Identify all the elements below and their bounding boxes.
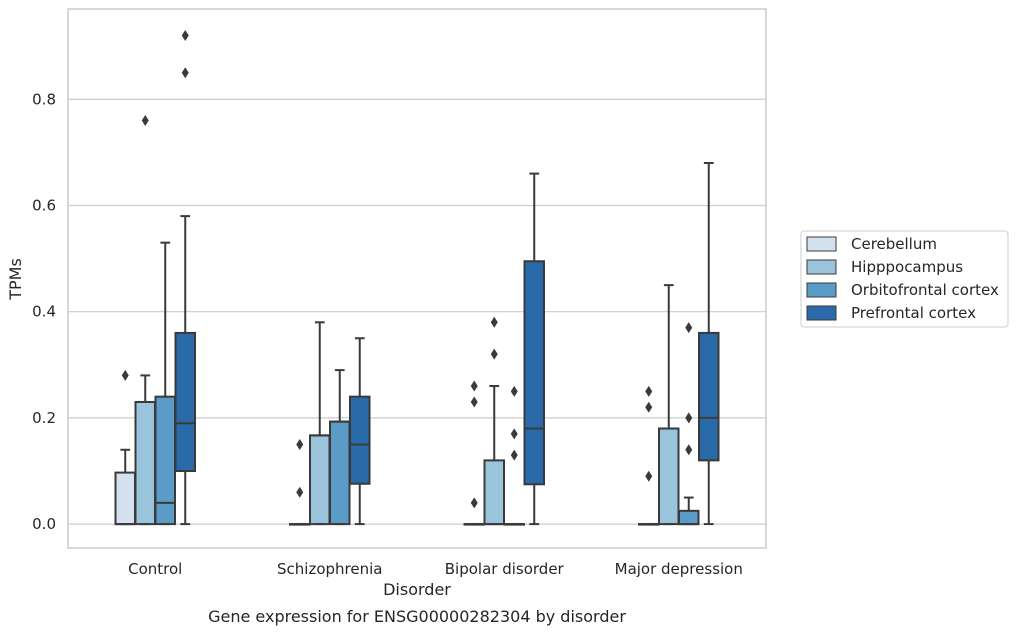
box-body bbox=[329, 420, 351, 526]
outlier-point bbox=[510, 449, 518, 461]
box-hipppocampus bbox=[483, 316, 505, 526]
legend-label: Prefrontal cortex bbox=[851, 304, 976, 322]
plot-frame bbox=[67, 8, 767, 549]
outlier-point bbox=[645, 401, 653, 413]
y-tick-label: 0.8 bbox=[32, 90, 56, 108]
box-body bbox=[483, 459, 505, 526]
y-tick-label: 0.6 bbox=[32, 196, 56, 214]
legend-label: Cerebellum bbox=[851, 235, 937, 253]
box-cerebellum bbox=[463, 380, 485, 526]
outlier-point bbox=[470, 380, 478, 392]
outlier-point bbox=[510, 428, 518, 440]
box-cerebellum bbox=[114, 369, 136, 526]
legend-swatch bbox=[806, 236, 837, 252]
x-tick-label: Control bbox=[128, 560, 182, 578]
box-body bbox=[114, 471, 136, 526]
box-prefrontal-cortex bbox=[174, 30, 196, 526]
outlier-point bbox=[181, 30, 189, 42]
box-body bbox=[174, 331, 196, 472]
outlier-point bbox=[470, 396, 478, 408]
legend-swatch bbox=[806, 305, 837, 321]
box-orbitofrontal-cortex bbox=[329, 369, 351, 526]
box-cerebellum bbox=[638, 385, 660, 526]
y-axis-title: TPMs bbox=[6, 258, 25, 301]
box-prefrontal-cortex bbox=[523, 172, 545, 526]
x-tick-labels: Control Schizophrenia Bipolar disorder Majo… bbox=[128, 560, 743, 578]
box-prefrontal-cortex bbox=[349, 337, 371, 526]
x-axis-title: Disorder bbox=[383, 580, 451, 599]
box-body bbox=[658, 427, 680, 526]
box-body bbox=[349, 395, 371, 485]
x-tick-label: Bipolar disorder bbox=[445, 560, 565, 578]
outlier-point bbox=[510, 385, 518, 397]
outlier-point bbox=[490, 348, 498, 360]
y-tick-label: 0.2 bbox=[32, 409, 56, 427]
legend-items: Cerebellum Hipppocampus Orbitofrontal cort… bbox=[806, 235, 999, 322]
outlier-point bbox=[296, 438, 304, 450]
box-hipppocampus bbox=[309, 321, 331, 526]
box-orbitofrontal-cortex bbox=[503, 385, 525, 526]
x-tick-label: Major depression bbox=[615, 560, 743, 578]
outlier-point bbox=[645, 385, 653, 397]
box-body bbox=[523, 260, 545, 486]
box-hipppocampus bbox=[658, 284, 680, 526]
box-cerebellum bbox=[289, 438, 311, 526]
box-body bbox=[309, 434, 331, 526]
y-tick-labels: 0.0 0.2 0.4 0.6 0.8 bbox=[32, 90, 56, 533]
box-orbitofrontal-cortex bbox=[154, 241, 176, 526]
outlier-point bbox=[181, 67, 189, 79]
outlier-point bbox=[141, 115, 149, 127]
y-tick-label: 0.4 bbox=[32, 303, 56, 321]
legend-label: Hipppocampus bbox=[851, 258, 963, 276]
box-body bbox=[154, 395, 176, 526]
outlier-point bbox=[490, 316, 498, 328]
legend-label: Orbitofrontal cortex bbox=[851, 281, 999, 299]
outlier-point bbox=[645, 470, 653, 482]
outlier-point bbox=[685, 444, 693, 456]
outlier-point bbox=[685, 412, 693, 424]
box-prefrontal-cortex bbox=[698, 162, 720, 526]
box-orbitofrontal-cortex bbox=[678, 322, 700, 526]
legend-swatch bbox=[806, 282, 837, 298]
outlier-point bbox=[121, 369, 129, 381]
legend-frame bbox=[800, 230, 1009, 328]
x-tick-label: Schizophrenia bbox=[277, 560, 382, 578]
box-body bbox=[134, 400, 156, 526]
y-tick-label: 0.0 bbox=[32, 515, 56, 533]
legend: Cerebellum Hipppocampus Orbitofrontal cort… bbox=[800, 230, 1009, 328]
box-body bbox=[698, 331, 720, 462]
legend-swatch bbox=[806, 259, 837, 275]
figure-caption: Gene expression for ENSG00000282304 by d… bbox=[208, 607, 626, 626]
outlier-point bbox=[470, 497, 478, 509]
box-layer bbox=[114, 30, 720, 526]
box-body bbox=[678, 509, 700, 526]
outlier-point bbox=[296, 486, 304, 498]
outlier-point bbox=[685, 322, 693, 334]
box-hipppocampus bbox=[134, 115, 156, 526]
